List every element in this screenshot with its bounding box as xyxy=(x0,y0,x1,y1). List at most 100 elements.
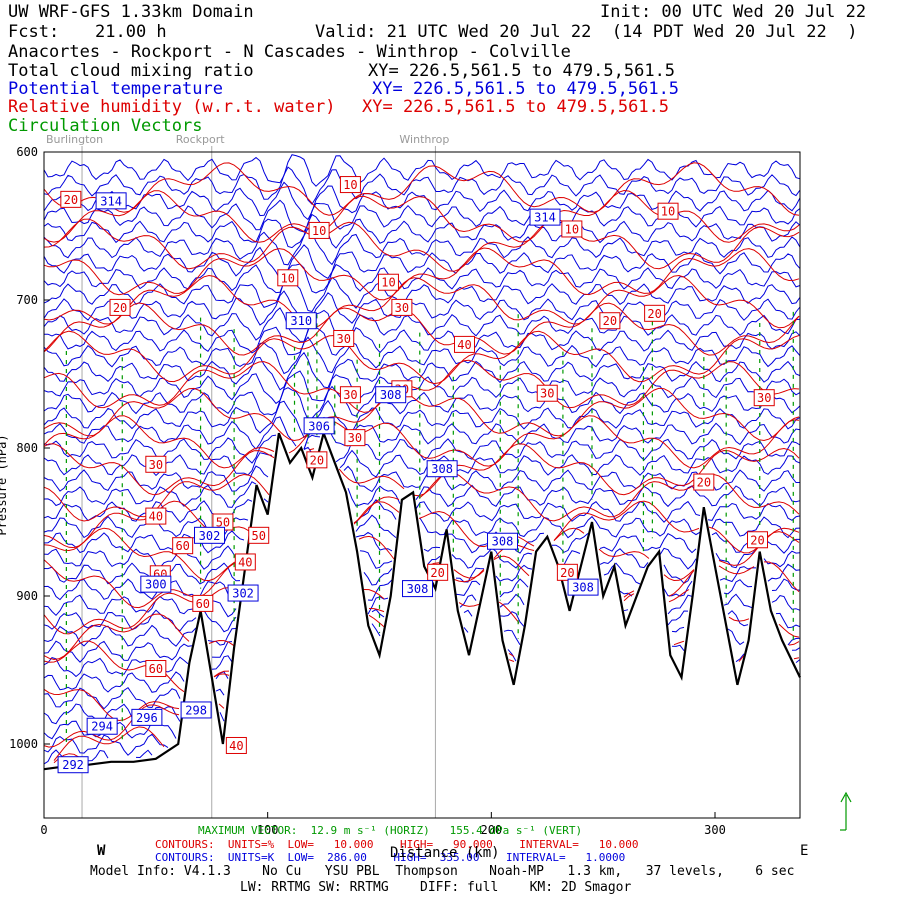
rh-contour-label-box xyxy=(377,273,399,291)
theta-contour xyxy=(43,481,801,508)
rh-contour-label-text: 40 xyxy=(457,338,471,352)
theta-contour-label: 300 xyxy=(140,575,172,593)
x-axis-label: Distance (km) xyxy=(390,845,500,861)
rh-contour-label-box xyxy=(60,190,82,208)
rh-contour-label: 40 xyxy=(225,736,247,754)
rh-contour-label-text: 20 xyxy=(647,307,661,321)
theta-contour-label: 306 xyxy=(303,417,335,435)
y-tick-label: 600 xyxy=(16,145,38,159)
rh-contour-label-box xyxy=(693,473,715,491)
theta-contour xyxy=(43,276,801,313)
rh-contour-label-box xyxy=(657,202,679,220)
rh-contour-label-box xyxy=(248,526,270,544)
rh-contour-label: 40 xyxy=(453,335,475,353)
model-info-physics: LW: RRTMG SW: RRTMG DIFF: full KM: 2D Sm… xyxy=(240,880,632,895)
rh-contour xyxy=(43,359,800,413)
theta-contour xyxy=(43,370,801,405)
rh-contour-label-box xyxy=(192,594,214,612)
rh-contour-label-text: 30 xyxy=(348,431,362,445)
rh-contour-label-text: 30 xyxy=(395,301,409,315)
rh-contour-label-text: 40 xyxy=(149,510,163,524)
theta-contour-label-box xyxy=(227,584,259,602)
field-theta-label: Potential temperature xyxy=(8,79,223,99)
rh-contour xyxy=(43,415,800,469)
rh-contour-label-box xyxy=(753,389,775,407)
rh-contour-label-text: 20 xyxy=(697,476,711,490)
theta-contour-label-box xyxy=(140,575,172,593)
theta-contour-label-text: 308 xyxy=(572,581,594,595)
location-label-winthrop: Winthrop xyxy=(399,133,449,146)
y-tick-label: 900 xyxy=(16,589,38,603)
domain-title: UW WRF-GFS 1.33km Domain xyxy=(8,2,254,22)
theta-contour-label-text: 308 xyxy=(431,462,453,476)
rh-contour-label: 10 xyxy=(308,221,330,239)
rh-contour xyxy=(43,673,230,722)
rh-contour-label: 30 xyxy=(391,298,413,316)
rh-contour-label: 20 xyxy=(60,190,82,208)
rh-contour-label-box xyxy=(145,455,167,473)
theta-contour-label-text: 302 xyxy=(232,587,254,601)
theta-contour xyxy=(43,336,801,375)
y-tick-label: 700 xyxy=(16,293,38,307)
rh-contour-label-text: 60 xyxy=(196,597,210,611)
rh-contour-label: 30 xyxy=(339,386,361,404)
theta-contour xyxy=(43,244,801,281)
theta-contour-label-text: 302 xyxy=(199,529,221,543)
rh-contour-label: 50 xyxy=(248,526,270,544)
theta-contour-label-text: 294 xyxy=(91,720,113,734)
rh-contour-label-box xyxy=(225,736,247,754)
rh-contour-label: 30 xyxy=(536,384,558,402)
rh-contour-label-text: 20 xyxy=(113,301,127,315)
theta-contour-label-box xyxy=(194,526,226,544)
y-tick-label: 1000 xyxy=(9,737,38,751)
rh-contour-label-box xyxy=(306,451,328,469)
theta-contour-label: 294 xyxy=(86,717,118,735)
rh-contour-label: 20 xyxy=(306,451,328,469)
theta-contour-label-box xyxy=(529,208,561,226)
theta-contour-label-box xyxy=(180,701,212,719)
rh-contour-label-box xyxy=(172,537,194,555)
rh-contour-label-text: 20 xyxy=(603,314,617,328)
theta-contour-label: 310 xyxy=(285,312,317,330)
route-title: Anacortes - Rockport - N Cascades - Wint… xyxy=(8,42,571,62)
rh-contour-label-text: 10 xyxy=(312,224,326,238)
rh-contour-label-text: 10 xyxy=(281,271,295,285)
rh-contour-label: 60 xyxy=(172,537,194,555)
theta-contour-label: 298 xyxy=(180,701,212,719)
rh-contour-label-text: 10 xyxy=(565,222,579,236)
theta-contour-label: 308 xyxy=(375,386,407,404)
theta-contour-label-text: 314 xyxy=(100,194,122,208)
theta-contour-label-text: 310 xyxy=(290,314,312,328)
theta-contour xyxy=(44,323,801,356)
field-rh-label: Relative humidity (w.r.t. water) xyxy=(8,97,336,117)
theta-contour xyxy=(43,608,801,633)
theta-contour-label: 302 xyxy=(194,526,226,544)
potential-temperature-contours xyxy=(43,154,801,765)
theta-contour-label: 308 xyxy=(567,578,599,596)
rh-contour-label-text: 60 xyxy=(149,662,163,676)
rh-contour-info: CONTOURS: UNITS=% LOW= 10.000 HIGH= 90.0… xyxy=(155,838,639,851)
rh-contour-label-box xyxy=(277,269,299,287)
rh-contour-label-text: 20 xyxy=(750,533,764,547)
theta-contour xyxy=(43,530,800,554)
rh-contour-label-box xyxy=(308,221,330,239)
theta-contour xyxy=(43,181,801,221)
theta-contour-label-text: 308 xyxy=(380,388,402,402)
x-tick-label: 0 xyxy=(40,823,47,837)
rh-contour xyxy=(43,274,800,329)
theta-contour-label: 308 xyxy=(487,532,519,550)
field-cloud-label: Total cloud mixing ratio xyxy=(8,61,254,81)
rh-contour-label-text: 50 xyxy=(216,516,230,530)
rh-contour xyxy=(43,640,800,693)
rh-contour-label-text: 30 xyxy=(336,332,350,346)
rh-contour-label-box xyxy=(561,220,583,238)
rh-contour xyxy=(43,302,800,356)
rh-contour xyxy=(43,443,800,497)
rh-contour xyxy=(43,613,800,661)
x-tick-label: 200 xyxy=(480,823,502,837)
rh-contour-label: 20 xyxy=(109,298,131,316)
rh-contour-label-box xyxy=(644,304,666,322)
theta-contour xyxy=(43,213,801,249)
theta-contour xyxy=(43,385,801,421)
